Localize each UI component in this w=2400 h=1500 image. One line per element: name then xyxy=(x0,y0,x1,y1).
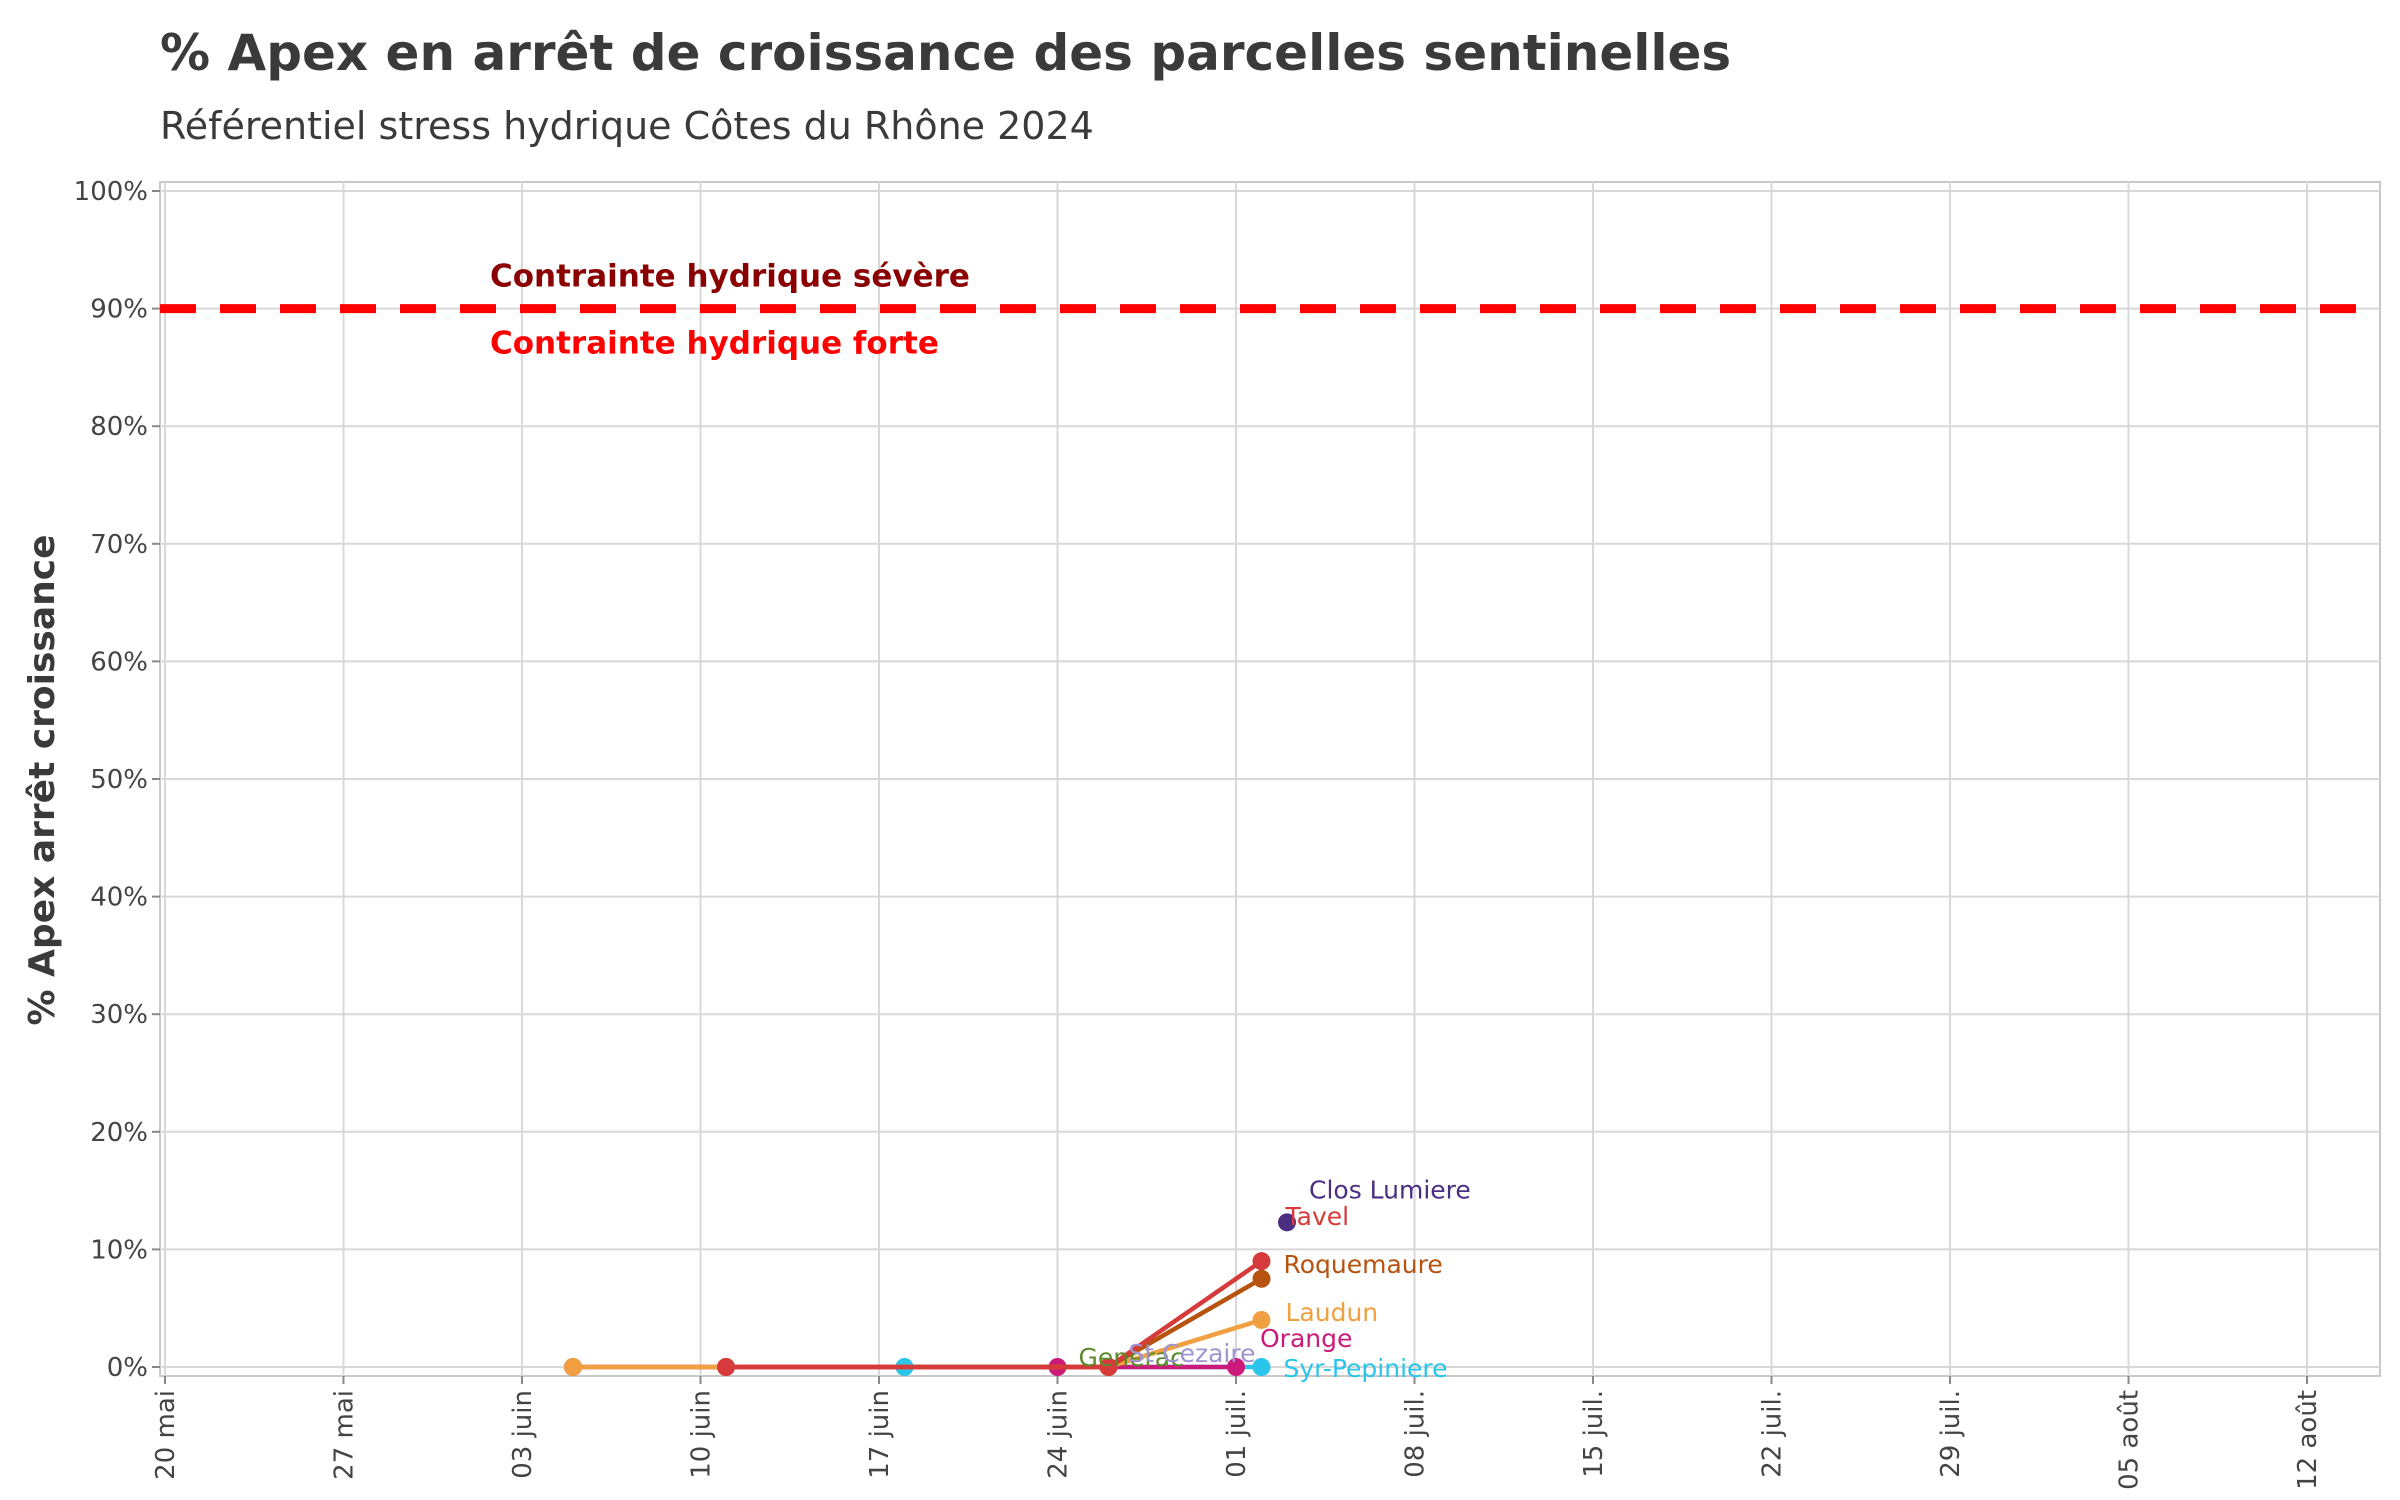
x-tick-label: 12 août xyxy=(2293,1390,2323,1490)
data-point xyxy=(717,1358,735,1376)
data-point xyxy=(1252,1269,1271,1288)
data-point xyxy=(1278,1213,1296,1232)
threshold-label-below: Contrainte hydrique forte xyxy=(490,326,939,362)
y-tick-label: 80% xyxy=(90,412,148,442)
y-tick-label: 40% xyxy=(90,883,148,913)
data-point xyxy=(564,1358,582,1376)
x-axis: 20 mai 27 mai 03 juin 10 juin 17 juin 24 juin… xyxy=(151,1376,2323,1490)
y-tick-label: 20% xyxy=(90,1118,148,1148)
y-tick-label: 90% xyxy=(90,295,148,325)
y-tick-label: 50% xyxy=(90,765,148,795)
series-label: Laudun xyxy=(1286,1298,1379,1327)
y-tick-label: 0% xyxy=(107,1353,148,1383)
x-tick-label: 27 mai xyxy=(330,1390,360,1480)
x-tick-label: 05 août xyxy=(2115,1390,2145,1490)
y-tick-label: 100% xyxy=(74,177,148,207)
x-tick-label: 17 juin xyxy=(865,1390,895,1479)
series-label: Generac xyxy=(1079,1343,1184,1372)
series-label: Tavel xyxy=(1285,1202,1350,1231)
data-point xyxy=(1252,1252,1271,1271)
data-point xyxy=(1227,1358,1245,1376)
series-label: St Cezaire xyxy=(1129,1339,1256,1368)
series-label: Clos Lumiere xyxy=(1309,1175,1471,1204)
chart-title: % Apex en arrêt de croissance des parcel… xyxy=(160,24,1732,82)
x-tick-label: 22 juil. xyxy=(1758,1390,1788,1478)
grid xyxy=(159,181,2381,1377)
y-tick-label: 30% xyxy=(90,1000,148,1030)
chart-subtitle: Référentiel stress hydrique Côtes du Rhô… xyxy=(160,104,1094,148)
x-tick-label: 24 juin xyxy=(1044,1390,1074,1479)
y-tick-label: 60% xyxy=(90,647,148,677)
data-point xyxy=(1252,1310,1271,1329)
x-tick-label: 15 juil. xyxy=(1579,1390,1609,1478)
series-label: Syr-Pepiniere xyxy=(1284,1354,1448,1383)
x-tick-label: 03 juin xyxy=(508,1390,538,1479)
data-point xyxy=(1099,1358,1118,1376)
x-tick-label: 29 juil. xyxy=(1936,1390,1966,1478)
y-tick-label: 10% xyxy=(90,1235,148,1265)
series-group xyxy=(564,1213,1296,1376)
threshold-label-above: Contrainte hydrique sévère xyxy=(490,259,970,295)
y-tick-label: 70% xyxy=(90,530,148,560)
x-tick-label: 10 juin xyxy=(687,1390,717,1479)
x-tick-label: 20 mai xyxy=(151,1390,181,1480)
series-label: Roquemaure xyxy=(1284,1250,1443,1279)
x-tick-label: 01 juil. xyxy=(1222,1390,1252,1478)
y-axis: 0% 10% 20% 30% 40% 50% 60% 70% 80% 90% 100% xyxy=(74,177,160,1383)
series-label: Orange xyxy=(1260,1324,1352,1353)
y-axis-label: % Apex arrêt croissance xyxy=(22,534,63,1025)
threshold: Contrainte hydrique sévère Contrainte hyd… xyxy=(160,259,2380,362)
x-tick-label: 08 juil. xyxy=(1401,1390,1431,1478)
data-point xyxy=(1252,1358,1271,1376)
